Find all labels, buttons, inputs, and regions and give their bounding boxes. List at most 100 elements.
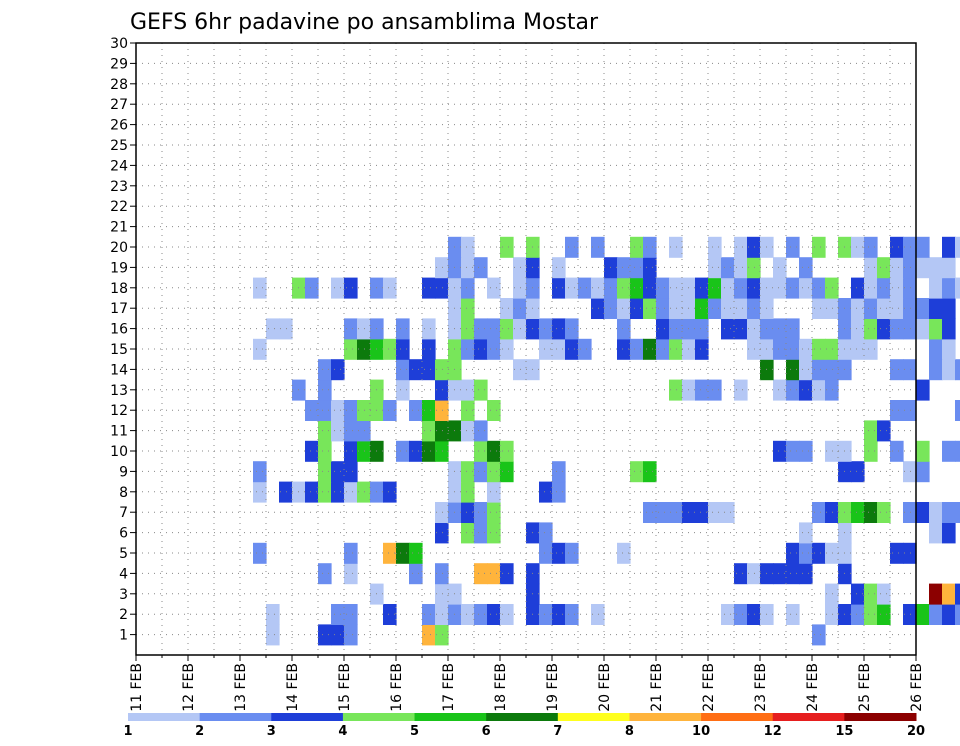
heatmap-cell (422, 338, 436, 360)
heatmap-cell (721, 318, 735, 340)
heatmap-cell (591, 277, 605, 299)
colorbar-label: 15 (835, 724, 853, 739)
heatmap-cell (929, 359, 943, 381)
heatmap-cell (929, 338, 943, 360)
heatmap-cell (864, 318, 878, 340)
heatmap-cell (851, 461, 865, 483)
heatmap-cell (916, 298, 930, 319)
heatmap-cell (864, 420, 878, 442)
heatmap-cell (461, 338, 475, 360)
heatmap-cell (812, 542, 826, 564)
heatmap-cell (799, 563, 813, 585)
heatmap-cell (825, 583, 839, 605)
heatmap-cell (565, 542, 579, 564)
colorbar-swatch (844, 713, 917, 721)
colorbar-swatch (199, 713, 272, 721)
heatmap-cell (734, 604, 748, 625)
heatmap-cell (357, 318, 371, 340)
heatmap-cell (812, 298, 826, 319)
y-tick-label: 20 (110, 240, 128, 256)
heatmap-cell (695, 338, 709, 360)
heatmap-cell (955, 583, 960, 605)
x-tick-label: 14 FEB (285, 663, 301, 712)
heatmap-cell (487, 461, 501, 483)
heatmap-cell (435, 502, 449, 523)
heatmap-cell (461, 277, 475, 299)
colorbar-label: 3 (267, 724, 276, 739)
heatmap-cell (929, 583, 943, 605)
heatmap-cell (929, 604, 943, 625)
heatmap-cell (773, 440, 787, 462)
heatmap-cell (474, 338, 488, 360)
heatmap-cell (903, 359, 917, 381)
heatmap-cell (435, 440, 449, 462)
x-tick-label: 24 FEB (805, 663, 821, 712)
heatmap-cell (825, 338, 839, 360)
heatmap-cell (461, 236, 475, 258)
cells-layer (253, 236, 960, 646)
heatmap-cell (786, 563, 800, 585)
heatmap-cell (734, 379, 748, 401)
heatmap-cell (708, 298, 722, 319)
heatmap-cell (669, 298, 683, 319)
heatmap-cell (552, 318, 566, 340)
heatmap-cell (435, 624, 449, 646)
heatmap-cell (331, 277, 345, 299)
heatmap-cell (890, 359, 904, 381)
heatmap-cell (435, 379, 449, 401)
heatmap-cell (435, 277, 449, 299)
heatmap-cell (461, 604, 475, 625)
heatmap-cell (487, 400, 501, 421)
y-tick-label: 9 (119, 464, 128, 480)
heatmap-cell (656, 338, 670, 360)
heatmap-cell (851, 277, 865, 299)
heatmap-cell (409, 400, 423, 421)
heatmap-cell (903, 298, 917, 319)
heatmap-cell (435, 604, 449, 625)
heatmap-cell (812, 379, 826, 401)
heatmap-cell (942, 338, 956, 360)
heatmap-cell (890, 440, 904, 462)
heatmap-cell (318, 359, 332, 381)
heatmap-cell (799, 257, 813, 279)
heatmap-cell (643, 461, 657, 483)
colorbar: 1 2 3 4 5 6 7 8 10 12 15 20 (123, 713, 925, 739)
heatmap-cell (344, 481, 358, 503)
heatmap-cell (877, 298, 891, 319)
heatmap-cell (318, 420, 332, 442)
heatmap-cell (786, 277, 800, 299)
heatmap-cell (877, 318, 891, 340)
heatmap-cell (864, 277, 878, 299)
heatmap-cell (630, 461, 644, 483)
heatmap-cell (305, 481, 319, 503)
heatmap-cell (396, 379, 410, 401)
colorbar-label: 6 (482, 724, 491, 739)
heatmap-cell (409, 440, 423, 462)
heatmap-cell (942, 502, 956, 523)
y-tick-label: 4 (119, 566, 128, 582)
heatmap-cell (721, 502, 735, 523)
y-tick-label: 5 (119, 546, 128, 562)
colorbar-swatch (629, 713, 702, 721)
heatmap-cell (409, 542, 423, 564)
y-tick-label: 10 (110, 444, 128, 460)
heatmap-cell (474, 420, 488, 442)
y-tick-label: 28 (110, 77, 128, 93)
heatmap-cell (669, 277, 683, 299)
heatmap-cell (643, 277, 657, 299)
heatmap-cell (500, 236, 514, 258)
heatmap-cell (422, 359, 436, 381)
heatmap-cell (721, 277, 735, 299)
x-tick-label: 12 FEB (181, 663, 197, 712)
heatmap-cell (461, 461, 475, 483)
heatmap-cell (461, 257, 475, 279)
heatmap-cell (552, 461, 566, 483)
y-tick-label: 13 (110, 383, 128, 399)
heatmap-cell (825, 359, 839, 381)
colorbar-label: 8 (625, 724, 634, 739)
heatmap-cell (513, 298, 527, 319)
heatmap-cell (565, 236, 579, 258)
heatmap-cell (942, 604, 956, 625)
heatmap-cell (344, 624, 358, 646)
